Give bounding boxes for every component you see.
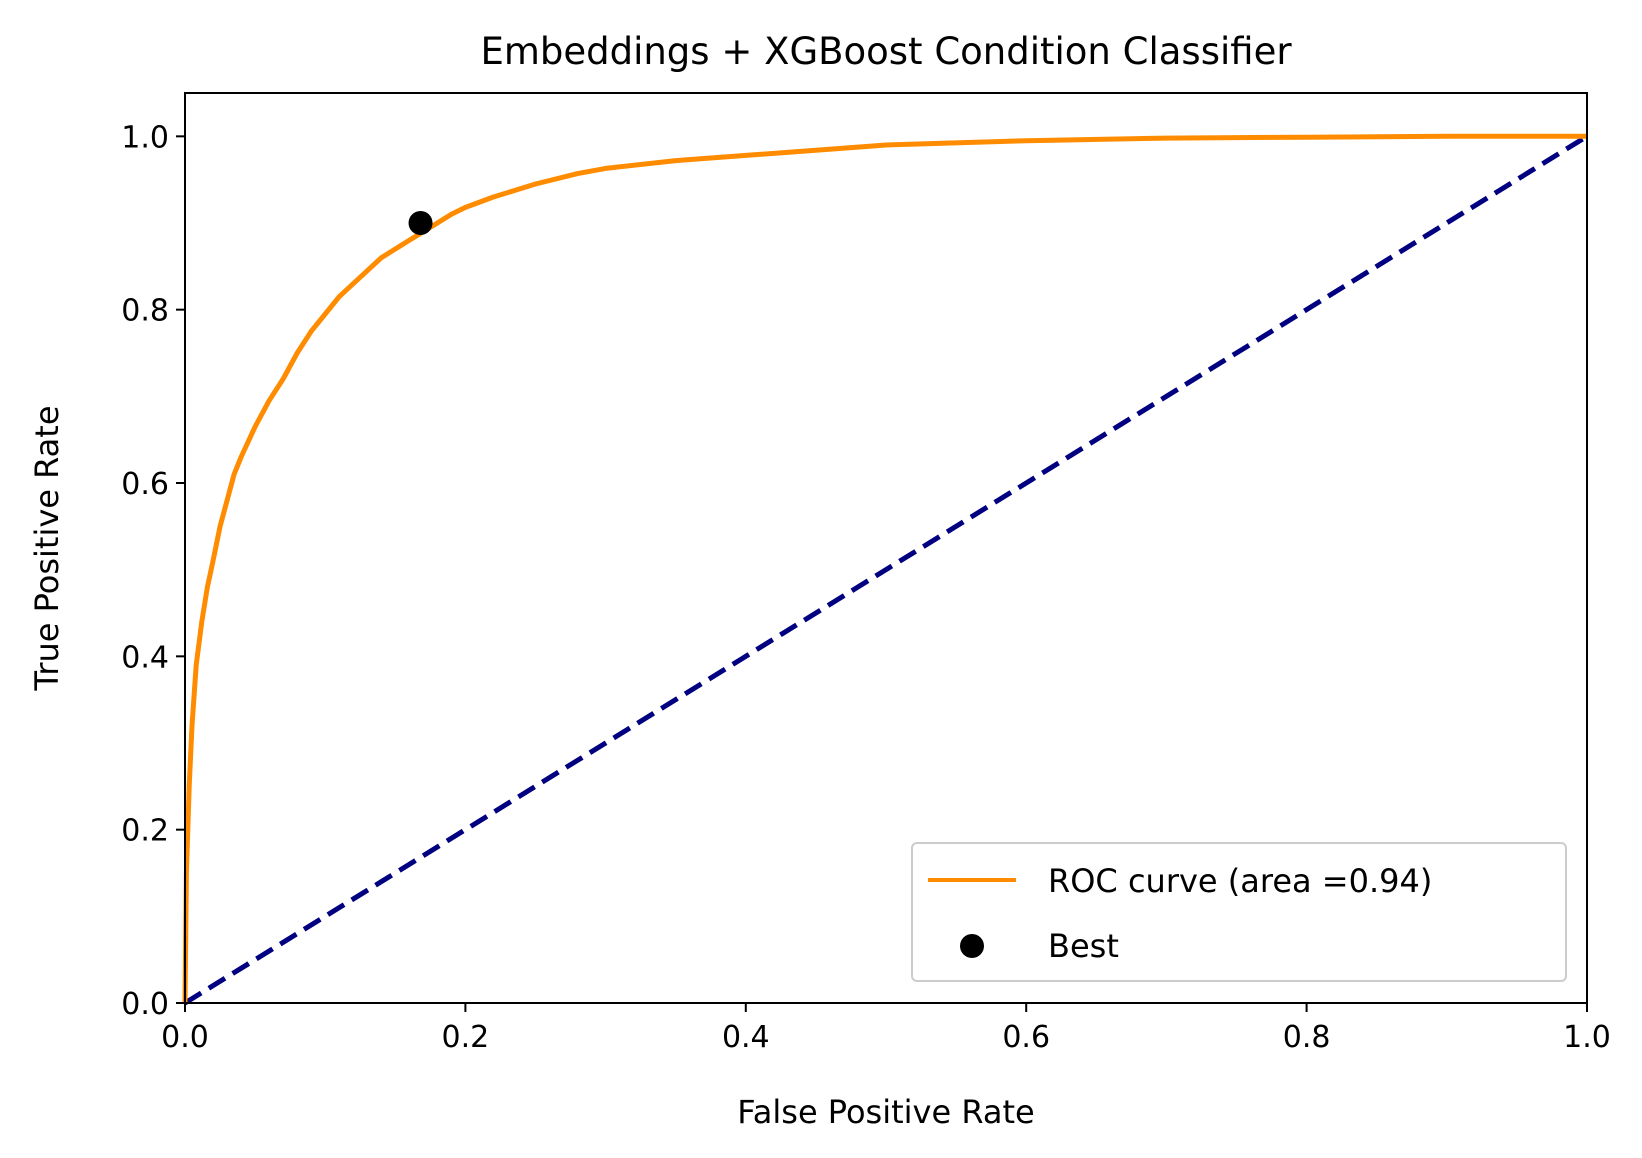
x-axis-ticks: 0.0 0.2 0.4 0.6 0.8 1.0 [161,1003,1611,1055]
y-tick-label: 1.0 [121,120,169,155]
y-tick-label: 0.2 [121,814,169,849]
x-tick-label: 0.0 [161,1020,209,1055]
legend-box [911,842,1567,982]
legend-best-label: Best [1048,927,1119,965]
y-axis-ticks: 0.0 0.2 0.4 0.6 0.8 1.0 [121,120,185,1022]
y-tick-label: 0.6 [121,467,169,502]
x-tick-label: 0.4 [722,1020,770,1055]
chart-title: Embeddings + XGBoost Condition Classifie… [480,30,1292,73]
x-tick-label: 0.6 [1002,1020,1050,1055]
y-tick-label: 0.8 [121,294,169,329]
roc-curve-line [182,133,1587,1004]
y-axis-label: True Positive Rate [28,405,66,691]
x-tick-label: 0.8 [1283,1020,1331,1055]
x-axis-label: False Positive Rate [737,1093,1034,1131]
plot-area [182,133,1589,1006]
best-point-marker [408,211,433,235]
x-tick-label: 1.0 [1563,1020,1611,1055]
chance-diagonal-line [183,134,1589,1006]
legend: ROC curve (area =0.94) Best [911,842,1567,982]
legend-best-swatch [960,934,984,958]
y-tick-label: 0.4 [121,640,169,675]
legend-roc-label: ROC curve (area =0.94) [1048,862,1432,900]
plot-frame [184,92,1588,1004]
y-tick-label: 0.0 [121,987,169,1022]
x-tick-label: 0.2 [442,1020,490,1055]
